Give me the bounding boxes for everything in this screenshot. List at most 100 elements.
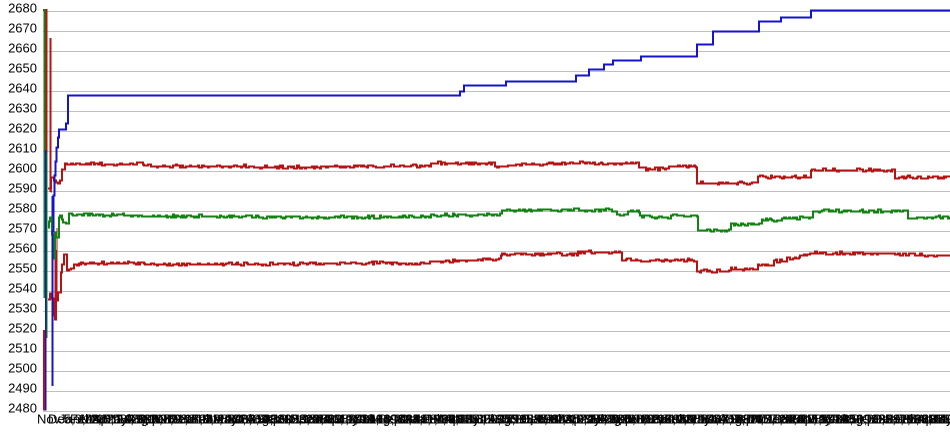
svg-text:Apr 7, 1984: Apr 7, 1984 — [323, 412, 390, 427]
svg-text:Sep 8, 1986: Sep 8, 1986 — [609, 412, 679, 427]
svg-text:2620: 2620 — [8, 121, 37, 136]
svg-text:2680: 2680 — [8, 1, 37, 16]
svg-text:Jul 1, 1982: Jul 1, 1982 — [114, 412, 178, 427]
svg-text:Dec 2, 1988: Dec 2, 1988 — [873, 412, 943, 427]
svg-text:2500: 2500 — [8, 361, 37, 376]
svg-text:May 3, 1983: May 3, 1983 — [213, 412, 285, 427]
svg-text:Apr 8, 1988: Apr 8, 1988 — [796, 412, 863, 427]
svg-text:Nov 5, 1981: Nov 5, 1981 — [37, 412, 107, 427]
svg-text:Jul 18, 1984: Jul 18, 1984 — [356, 412, 427, 427]
svg-text:2630: 2630 — [8, 101, 37, 116]
svg-text:May 12, 1988: May 12, 1988 — [807, 412, 886, 427]
svg-text:Feb 16, 1986: Feb 16, 1986 — [543, 412, 620, 427]
svg-text:Dec 10, 1985: Dec 10, 1985 — [521, 412, 598, 427]
svg-text:Oct 3, 1985: Oct 3, 1985 — [499, 412, 566, 427]
svg-text:Nov 15, 1986: Nov 15, 1986 — [631, 412, 708, 427]
svg-text:2480: 2480 — [8, 401, 37, 416]
svg-text:2650: 2650 — [8, 61, 37, 76]
svg-text:Aug 30, 1985: Aug 30, 1985 — [488, 412, 565, 427]
svg-text:Dec 28, 1987: Dec 28, 1987 — [763, 412, 840, 427]
svg-text:Jan 31, 1988: Jan 31, 1988 — [774, 412, 849, 427]
svg-text:2570: 2570 — [8, 221, 37, 236]
svg-text:May 20, 1985: May 20, 1985 — [455, 412, 534, 427]
svg-text:Nov 24, 1987: Nov 24, 1987 — [752, 412, 829, 427]
svg-text:Jun 15, 1988: Jun 15, 1988 — [818, 412, 893, 427]
svg-text:2520: 2520 — [8, 321, 37, 336]
svg-text:Mar 4, 1984: Mar 4, 1984 — [312, 412, 381, 427]
svg-text:Jan 13, 1986: Jan 13, 1986 — [532, 412, 607, 427]
svg-text:Mar 21, 1982: Mar 21, 1982 — [81, 412, 158, 427]
svg-text:Dec 1, 1984: Dec 1, 1984 — [400, 412, 470, 427]
svg-text:Sep 16, 1983: Sep 16, 1983 — [257, 412, 334, 427]
svg-text:Mar 5, 1988: Mar 5, 1988 — [785, 412, 854, 427]
svg-text:Apr 24, 1982: Apr 24, 1982 — [92, 412, 166, 427]
svg-text:2550: 2550 — [8, 261, 37, 276]
svg-text:Nov 6, 1985: Nov 6, 1985 — [510, 412, 580, 427]
svg-text:Oct 28, 1984: Oct 28, 1984 — [389, 412, 463, 427]
svg-text:2540: 2540 — [8, 281, 37, 296]
svg-text:Apr 17, 1989: Apr 17, 1989 — [917, 412, 950, 427]
svg-text:Aug 13, 1983: Aug 13, 1983 — [246, 412, 323, 427]
svg-text:Jan 4, 1985: Jan 4, 1985 — [411, 412, 479, 427]
svg-text:Aug 21, 1984: Aug 21, 1984 — [367, 412, 444, 427]
svg-text:Jul 27, 1985: Jul 27, 1985 — [477, 412, 548, 427]
svg-text:Jan 22, 1987: Jan 22, 1987 — [653, 412, 728, 427]
svg-text:Jul 11, 1987: Jul 11, 1987 — [708, 412, 778, 427]
svg-text:Dec 9, 1981: Dec 9, 1981 — [48, 412, 118, 427]
svg-text:2660: 2660 — [8, 41, 37, 56]
svg-text:Sep 17, 1987: Sep 17, 1987 — [730, 412, 807, 427]
svg-text:Sep 25, 1988: Sep 25, 1988 — [851, 412, 928, 427]
svg-text:Jan 5, 1989: Jan 5, 1989 — [884, 412, 950, 427]
svg-text:Sep 24, 1984: Sep 24, 1984 — [378, 412, 455, 427]
svg-text:Jul 10, 1983: Jul 10, 1983 — [235, 412, 306, 427]
svg-text:Jan 30, 1984: Jan 30, 1984 — [301, 412, 376, 427]
svg-text:Aug 14, 1987: Aug 14, 1987 — [719, 412, 796, 427]
svg-text:Dec 19, 1986: Dec 19, 1986 — [642, 412, 719, 427]
svg-text:Jun 7, 1987: Jun 7, 1987 — [697, 412, 765, 427]
svg-text:Feb 24, 1983: Feb 24, 1983 — [191, 412, 268, 427]
svg-text:May 11, 1984: May 11, 1984 — [334, 412, 412, 427]
svg-text:Feb 25, 1987: Feb 25, 1987 — [664, 412, 741, 427]
svg-text:Oct 11, 1982: Oct 11, 1982 — [147, 412, 220, 427]
svg-text:2580: 2580 — [8, 201, 37, 216]
svg-text:Jun 14, 1984: Jun 14, 1984 — [345, 412, 420, 427]
svg-text:Jan 21, 1983: Jan 21, 1983 — [180, 412, 255, 427]
svg-text:2670: 2670 — [8, 21, 37, 36]
svg-text:2510: 2510 — [8, 341, 37, 356]
svg-text:Mar 31, 1987: Mar 31, 1987 — [675, 412, 752, 427]
svg-text:May 29, 1986: May 29, 1986 — [576, 412, 655, 427]
svg-text:Oct 12, 1986: Oct 12, 1986 — [620, 412, 694, 427]
svg-text:2590: 2590 — [8, 181, 37, 196]
svg-text:Jan 12, 1982: Jan 12, 1982 — [59, 412, 134, 427]
svg-text:Oct 29, 1988: Oct 29, 1988 — [862, 412, 936, 427]
svg-text:2560: 2560 — [8, 241, 37, 256]
svg-text:Jun 24, 1989: Jun 24, 1989 — [939, 412, 950, 427]
svg-text:Jul 19, 1988: Jul 19, 1988 — [829, 412, 900, 427]
svg-text:Jun 6, 1983: Jun 6, 1983 — [224, 412, 292, 427]
svg-text:May 4, 1987: May 4, 1987 — [686, 412, 758, 427]
svg-text:Oct 21, 1987: Oct 21, 1987 — [741, 412, 815, 427]
svg-text:Jul 2, 1986: Jul 2, 1986 — [587, 412, 651, 427]
svg-text:Feb 7, 1985: Feb 7, 1985 — [422, 412, 491, 427]
svg-text:Apr 25, 1986: Apr 25, 1986 — [565, 412, 639, 427]
svg-text:Mar 22, 1986: Mar 22, 1986 — [554, 412, 631, 427]
svg-text:2640: 2640 — [8, 81, 37, 96]
svg-text:Aug 5, 1986: Aug 5, 1986 — [598, 412, 668, 427]
svg-text:Oct 20, 1983: Oct 20, 1983 — [268, 412, 342, 427]
svg-text:Feb 15, 1982: Feb 15, 1982 — [70, 412, 147, 427]
svg-text:Mar 30, 1983: Mar 30, 1983 — [202, 412, 279, 427]
svg-text:Jun 23, 1985: Jun 23, 1985 — [466, 412, 541, 427]
svg-text:Aug 22, 1988: Aug 22, 1988 — [840, 412, 917, 427]
svg-text:2600: 2600 — [8, 161, 37, 176]
svg-text:Nov 23, 1983: Nov 23, 1983 — [279, 412, 356, 427]
svg-text:Feb 8, 1989: Feb 8, 1989 — [895, 412, 950, 427]
svg-text:May 21, 1989: May 21, 1989 — [928, 412, 950, 427]
svg-text:2490: 2490 — [8, 381, 37, 396]
svg-text:Mar 13, 1985: Mar 13, 1985 — [433, 412, 510, 427]
svg-text:May 28, 1982: May 28, 1982 — [103, 412, 182, 427]
svg-text:Apr 16, 1985: Apr 16, 1985 — [444, 412, 518, 427]
svg-text:Nov 14, 1982: Nov 14, 1982 — [158, 412, 235, 427]
svg-text:Dec 18, 1982: Dec 18, 1982 — [169, 412, 246, 427]
svg-text:Mar 14, 1989: Mar 14, 1989 — [906, 412, 950, 427]
svg-text:2610: 2610 — [8, 141, 37, 156]
